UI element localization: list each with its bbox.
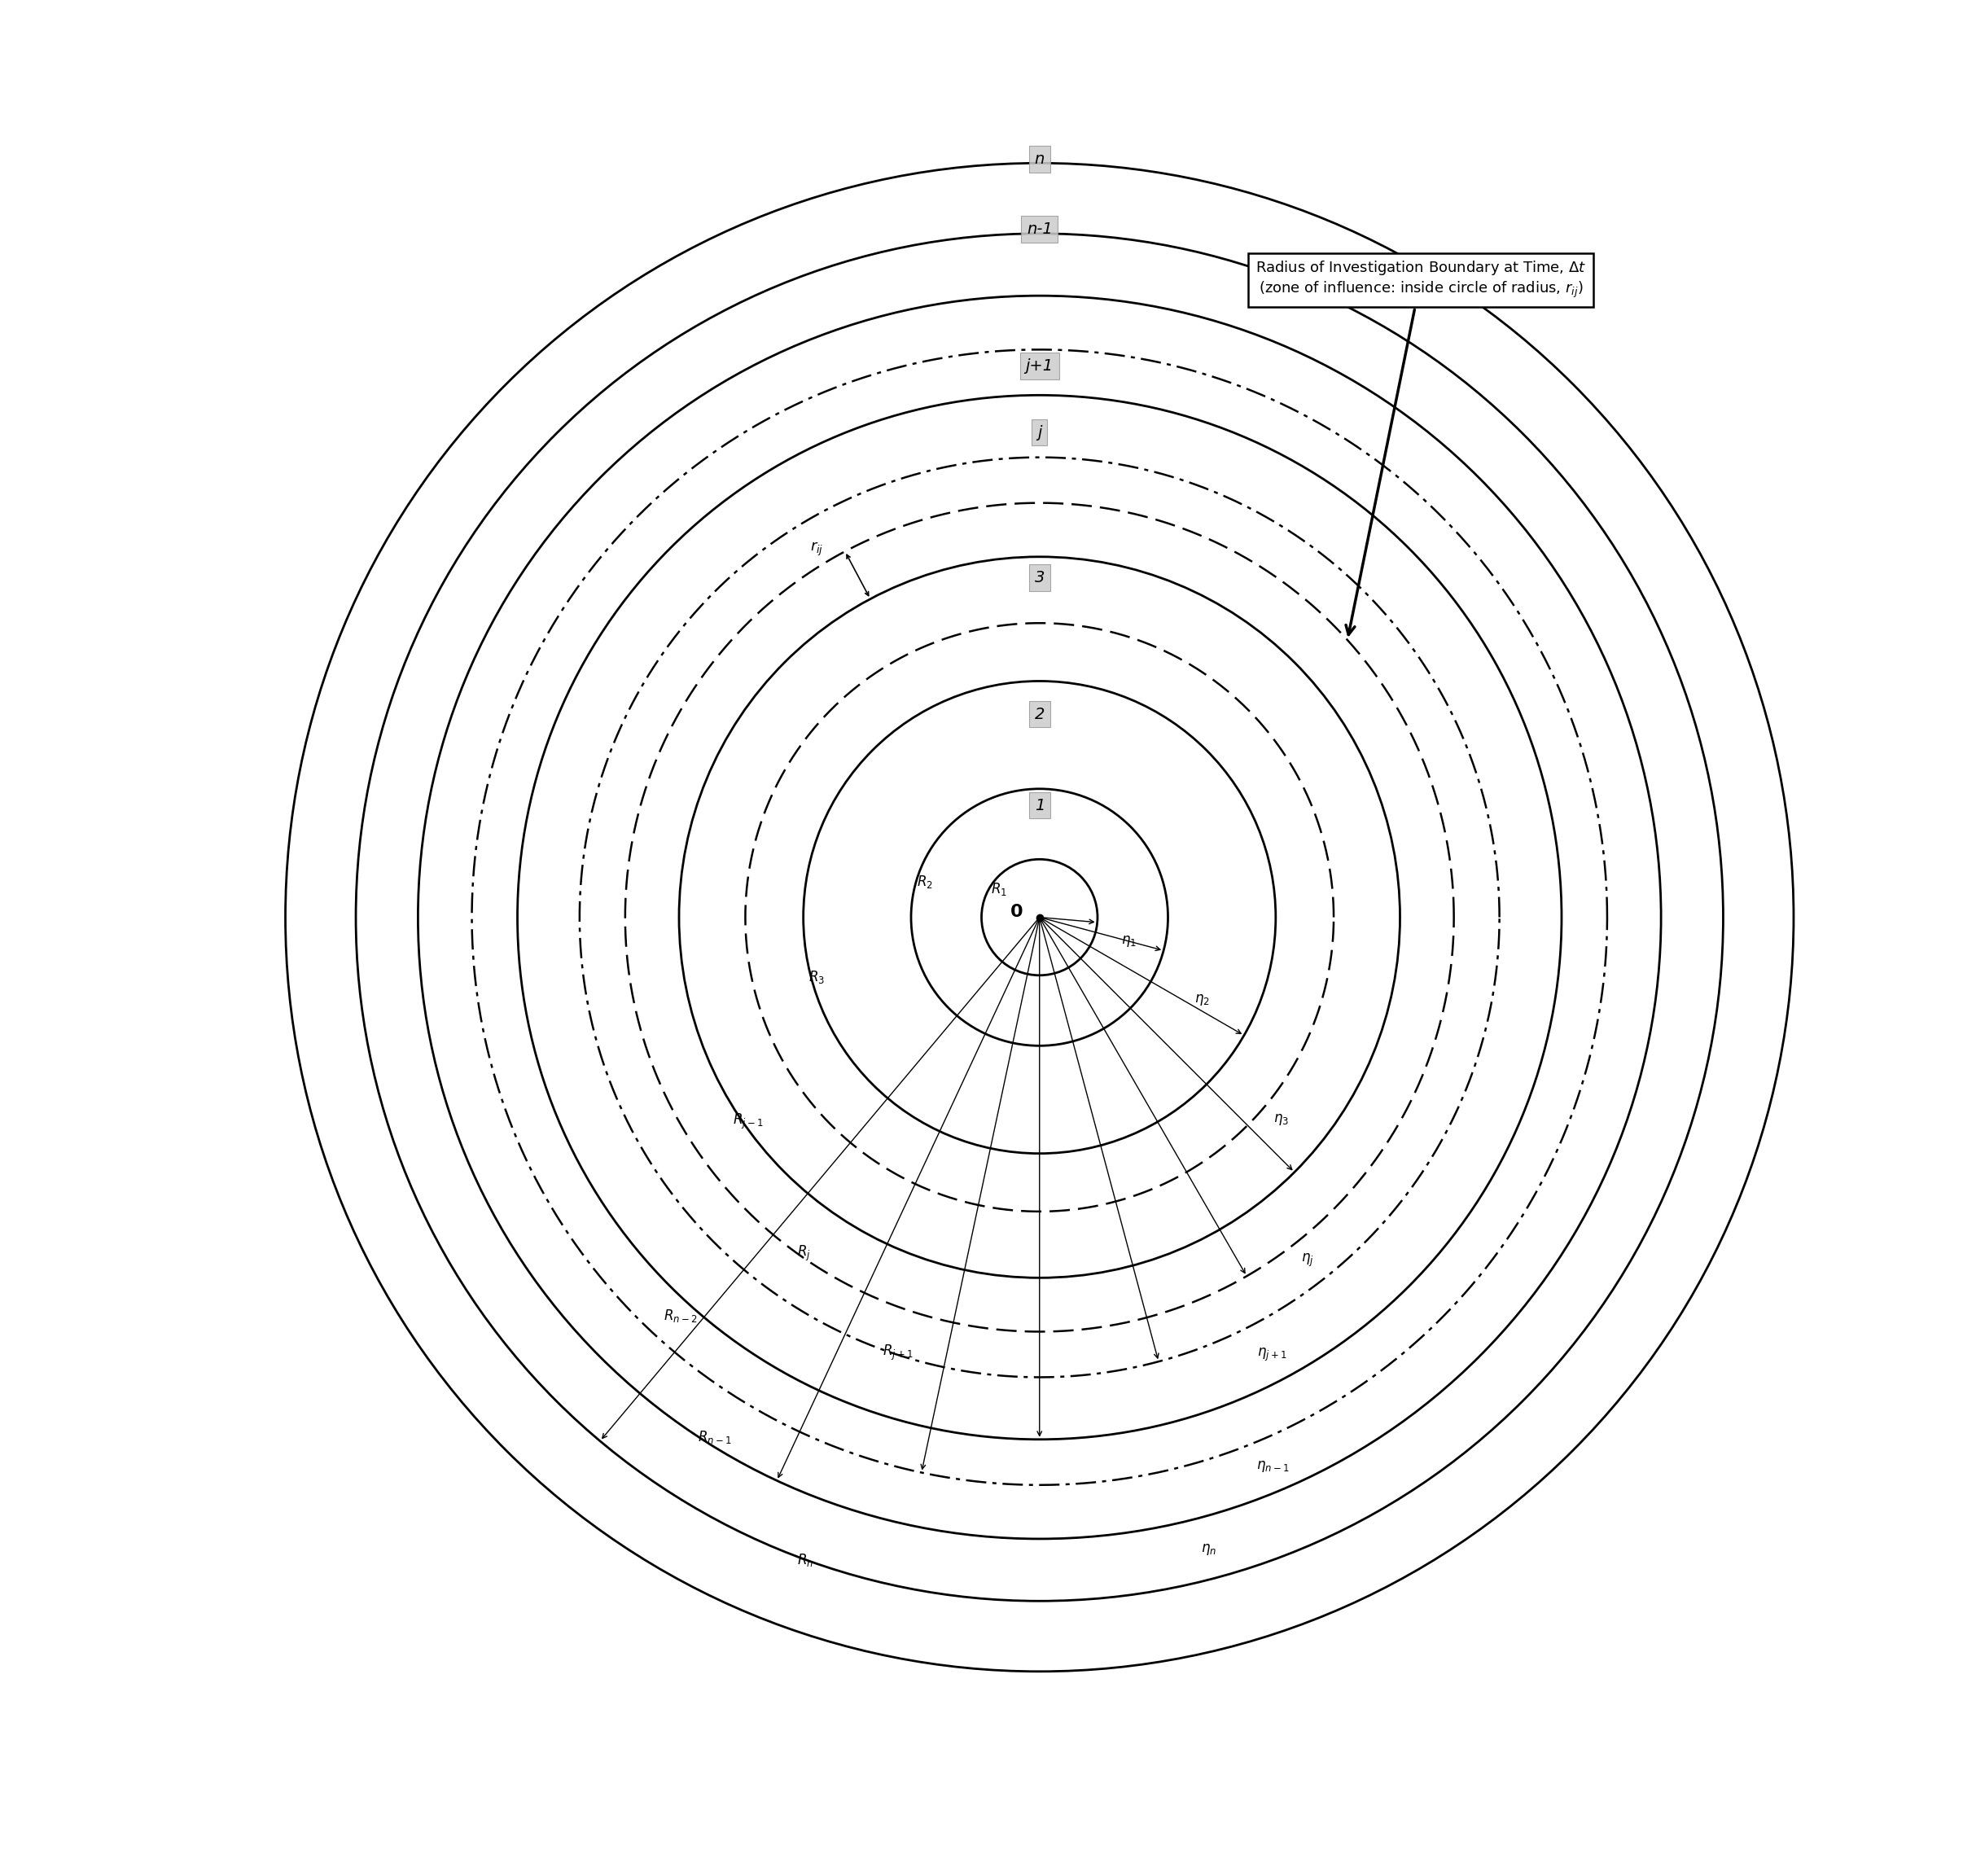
Text: 0: 0 — [1009, 904, 1023, 921]
Text: $R_n$: $R_n$ — [797, 1551, 815, 1568]
Text: $\eta_1$: $\eta_1$ — [1121, 934, 1137, 949]
Text: $r_{ij}$: $r_{ij}$ — [809, 540, 822, 557]
Text: $\eta_{n-1}$: $\eta_{n-1}$ — [1256, 1460, 1290, 1475]
Text: $R_1$: $R_1$ — [991, 880, 1007, 897]
Text: 2: 2 — [1035, 707, 1044, 722]
Text: $R_{n-2}$: $R_{n-2}$ — [663, 1308, 697, 1324]
Text: $\eta_j$: $\eta_j$ — [1301, 1251, 1313, 1268]
Text: n: n — [1035, 152, 1044, 167]
Text: $\eta_{j+1}$: $\eta_{j+1}$ — [1258, 1347, 1288, 1364]
Text: $R_j$: $R_j$ — [797, 1244, 811, 1263]
Text: $R_{j+1}$: $R_{j+1}$ — [883, 1343, 913, 1362]
Text: 3: 3 — [1035, 570, 1044, 585]
Text: $\eta_3$: $\eta_3$ — [1272, 1112, 1288, 1127]
Text: j: j — [1036, 424, 1042, 441]
Text: $\eta_n$: $\eta_n$ — [1201, 1542, 1217, 1557]
Text: n-1: n-1 — [1027, 221, 1052, 236]
Text: $R_3$: $R_3$ — [809, 968, 824, 985]
Text: $R_{j-1}$: $R_{j-1}$ — [732, 1112, 764, 1131]
Text: $\eta_2$: $\eta_2$ — [1194, 992, 1209, 1007]
Text: $R_2$: $R_2$ — [917, 874, 932, 891]
Text: $R_{n-1}$: $R_{n-1}$ — [697, 1430, 732, 1446]
Text: j+1: j+1 — [1025, 358, 1054, 373]
Text: Radius of Investigation Boundary at Time, $\Delta t$
(zone of influence: inside : Radius of Investigation Boundary at Time… — [1254, 259, 1586, 634]
Text: 1: 1 — [1035, 797, 1044, 812]
